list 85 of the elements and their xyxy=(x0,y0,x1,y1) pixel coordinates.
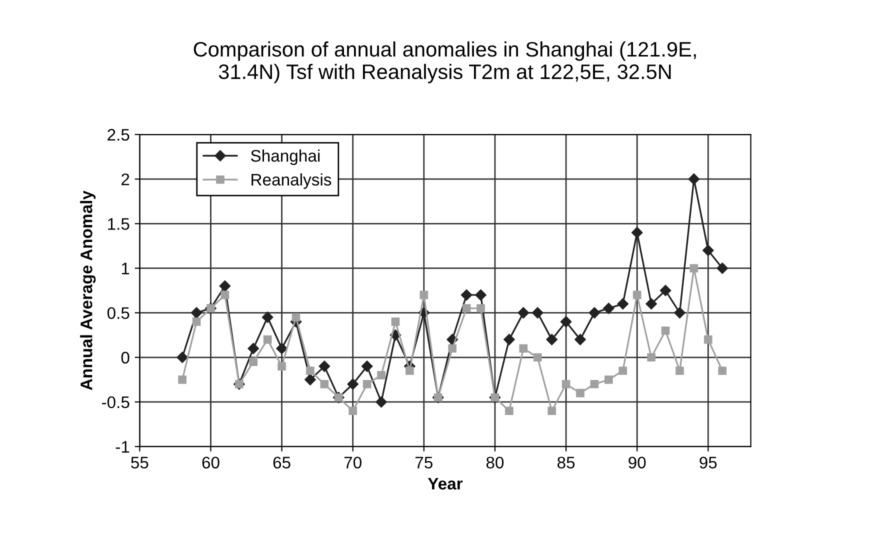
point xyxy=(702,244,714,256)
point xyxy=(376,396,387,408)
point xyxy=(704,335,712,344)
point xyxy=(661,326,670,335)
x-tick-label: 65 xyxy=(273,456,290,469)
point xyxy=(192,318,201,326)
point xyxy=(632,290,642,300)
point xyxy=(574,334,586,346)
point xyxy=(248,342,259,354)
chart-title: Comparison of annual anomalies in Shanghai (121.9E, 31.4N) Tsf with Reanalysis T2m at 122,5E, 32.5N xyxy=(194,41,696,84)
y-tick-label: 1 xyxy=(122,262,130,274)
x-tick-label: 70 xyxy=(344,456,362,469)
point xyxy=(533,353,542,362)
point xyxy=(220,290,230,300)
point xyxy=(176,352,188,363)
point xyxy=(617,298,628,310)
point xyxy=(406,366,414,375)
point xyxy=(646,298,657,310)
point xyxy=(505,406,514,416)
point xyxy=(518,307,529,318)
x-tick-label: 95 xyxy=(700,456,717,469)
x-tick-label: 55 xyxy=(131,456,148,469)
point xyxy=(278,362,286,370)
y-tick-label: -1 xyxy=(116,441,130,453)
point xyxy=(618,366,628,375)
point xyxy=(532,307,544,318)
point xyxy=(560,316,572,328)
point xyxy=(320,380,329,388)
point xyxy=(318,360,330,372)
x-axis-title: Year xyxy=(428,478,463,490)
point xyxy=(361,360,373,372)
point xyxy=(306,366,314,375)
point xyxy=(676,366,684,375)
x-tick-label: 85 xyxy=(557,456,575,469)
point xyxy=(460,289,472,301)
point xyxy=(348,406,358,416)
y-tick-label: 0 xyxy=(121,352,130,364)
point xyxy=(603,302,614,314)
point xyxy=(504,334,515,346)
point xyxy=(690,264,698,272)
point xyxy=(576,388,584,398)
point xyxy=(420,290,428,300)
y-tick-label: -0.5 xyxy=(102,396,130,408)
y-tick-label: 1.5 xyxy=(108,218,130,230)
y-tick-label: 0.5 xyxy=(107,307,130,320)
point xyxy=(716,262,728,274)
point xyxy=(631,226,643,238)
point xyxy=(688,173,700,185)
point xyxy=(588,307,600,318)
point xyxy=(391,318,400,326)
point xyxy=(674,307,686,318)
point xyxy=(347,378,358,390)
point xyxy=(190,307,202,318)
point xyxy=(548,406,556,416)
x-tick-label: 80 xyxy=(486,456,504,469)
point xyxy=(590,380,599,388)
y-tick-label: 2.5 xyxy=(108,128,130,141)
point xyxy=(718,366,727,375)
legend-label: Shanghai xyxy=(250,150,320,166)
point xyxy=(178,376,186,384)
point xyxy=(546,334,558,346)
point xyxy=(292,313,300,322)
point xyxy=(362,380,372,388)
y-axis-title: Annual Average Anomaly xyxy=(80,190,96,390)
point xyxy=(604,376,613,384)
point xyxy=(448,344,457,353)
point xyxy=(519,344,528,353)
point xyxy=(219,280,231,292)
point xyxy=(304,374,316,386)
point xyxy=(262,312,274,323)
y-tick-label: 2 xyxy=(122,173,130,186)
point xyxy=(462,304,471,313)
point xyxy=(647,353,656,362)
point xyxy=(276,342,288,354)
point xyxy=(249,358,258,366)
point xyxy=(476,304,485,313)
point xyxy=(475,289,486,301)
point xyxy=(377,371,386,380)
point xyxy=(562,380,570,388)
point xyxy=(263,335,272,344)
legend-label: Reanalysis xyxy=(252,173,332,189)
point xyxy=(660,284,672,296)
x-tick-label: 75 xyxy=(416,456,432,469)
x-tick-label: 90 xyxy=(628,456,646,469)
x-tick-label: 60 xyxy=(202,456,220,469)
